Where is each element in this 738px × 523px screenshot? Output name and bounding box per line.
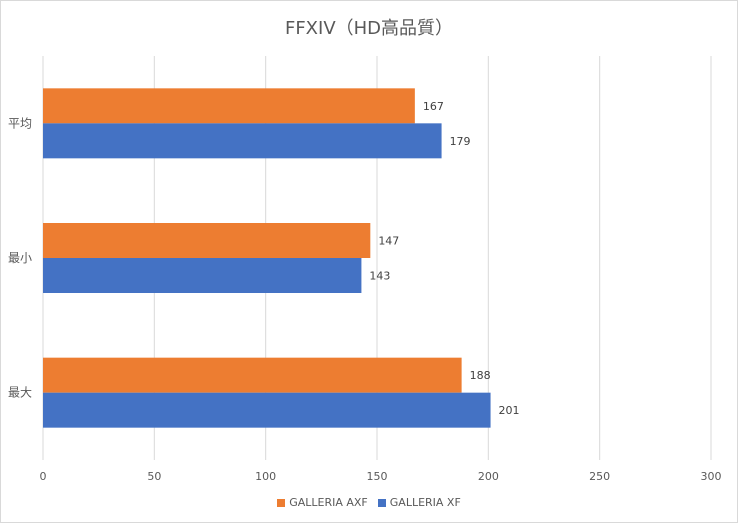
data-label: 179 — [450, 135, 471, 148]
legend-item: GALLERIA AXF — [277, 496, 368, 509]
category-label: 最大 — [8, 386, 32, 400]
bar — [43, 123, 442, 159]
bar — [43, 88, 415, 124]
data-label: 201 — [499, 404, 520, 417]
x-tick-label: 0 — [40, 470, 47, 483]
bar — [43, 392, 491, 428]
category-label: 最小 — [8, 251, 32, 265]
data-label: 143 — [369, 270, 390, 283]
x-tick-label: 200 — [478, 470, 499, 483]
x-tick-label: 250 — [589, 470, 610, 483]
bar — [43, 223, 371, 258]
x-tick-label: 50 — [147, 470, 161, 483]
data-label: 167 — [423, 100, 444, 113]
legend-item: GALLERIA XF — [377, 496, 461, 509]
legend-label: GALLERIA AXF — [289, 496, 368, 509]
x-tick-label: 100 — [255, 470, 276, 483]
legend-swatch — [277, 498, 286, 507]
legend-swatch — [377, 498, 386, 507]
x-tick-label: 150 — [367, 470, 388, 483]
legend: GALLERIA AXF GALLERIA XF — [0, 496, 738, 510]
data-label: 188 — [470, 369, 491, 382]
bar — [43, 357, 462, 393]
legend-label: GALLERIA XF — [389, 496, 461, 509]
bar — [43, 258, 362, 293]
data-label: 147 — [378, 235, 399, 248]
chart-title: FFXIV（HD高品質） — [284, 18, 454, 39]
category-label: 平均 — [8, 116, 32, 130]
x-tick-label: 300 — [701, 470, 722, 483]
